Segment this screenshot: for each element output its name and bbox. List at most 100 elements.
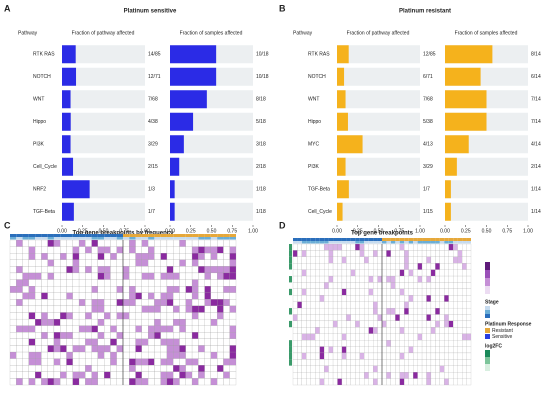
heatmap-cell	[66, 351, 73, 359]
heatmap-cell	[185, 345, 193, 353]
heatmap-cell	[185, 358, 193, 366]
heatmap-cell	[315, 340, 320, 347]
heatmap-cell	[430, 378, 436, 386]
heatmap-cell	[198, 259, 205, 267]
heatmap-cell	[341, 288, 347, 296]
heatmap-cell	[462, 263, 467, 270]
heatmap-cell	[315, 365, 320, 373]
heatmap-cell	[315, 378, 320, 386]
heatmap-cell	[310, 327, 316, 334]
heatmap-cell	[210, 338, 218, 346]
heatmap-cell	[413, 346, 418, 354]
heatmap-cell	[404, 320, 409, 328]
heatmap-cell	[444, 256, 449, 264]
heatmap-cell	[386, 269, 392, 277]
heatmap-cell	[135, 325, 142, 333]
heatmap-cell	[399, 301, 405, 309]
heatmap-cell	[448, 301, 454, 309]
heatmap-cell	[341, 282, 347, 289]
heatmap-cell	[91, 338, 98, 346]
heatmap-cell	[47, 305, 55, 313]
heatmap-cell	[223, 378, 230, 386]
heatmap-cell	[373, 352, 378, 360]
heatmap-cell	[110, 371, 117, 379]
heatmap-cell	[135, 351, 142, 359]
bar	[337, 90, 346, 109]
heatmap-cell	[337, 269, 343, 277]
heatmap-cell	[377, 263, 383, 270]
heatmap-cell	[229, 325, 237, 333]
heatmap-cell	[435, 307, 440, 315]
heatmap-cell	[359, 333, 365, 341]
category-label: WNT	[33, 97, 44, 103]
heatmap-cell	[457, 256, 463, 264]
heatmap-cell	[97, 358, 105, 366]
heatmap-cell	[377, 352, 383, 360]
heatmap-cell	[364, 320, 369, 328]
heatmap-cell	[9, 312, 17, 320]
heatmap-cell	[35, 338, 42, 346]
annotation-bar	[198, 237, 205, 240]
heatmap-cell	[417, 275, 423, 283]
heatmap-cell	[148, 365, 155, 372]
annotation-bar	[382, 241, 387, 244]
heatmap-cell	[324, 320, 329, 328]
annotation-bar	[368, 238, 374, 241]
heatmap-cell	[404, 301, 409, 309]
heatmap-cell	[78, 292, 86, 300]
heatmap-cell	[191, 371, 199, 379]
heatmap-cell	[217, 292, 224, 300]
heatmap-cell	[292, 263, 298, 270]
heatmap-cell	[53, 332, 61, 339]
heatmap-cell	[72, 239, 80, 247]
heatmap-cell	[306, 372, 311, 379]
heatmap-cell	[439, 243, 445, 251]
heatmap-cell	[41, 358, 48, 366]
heatmap-cell	[462, 333, 467, 341]
heatmap-cell	[129, 299, 136, 307]
heatmap-cell	[129, 246, 136, 254]
heatmap-cell	[110, 253, 117, 260]
annotation-bar	[16, 237, 23, 240]
heatmap-cell	[223, 351, 230, 359]
heatmap-cell	[97, 325, 105, 333]
heatmap-cell	[210, 371, 218, 379]
bar	[337, 135, 363, 154]
heatmap-cell	[386, 263, 392, 270]
heatmap-cell	[319, 346, 325, 354]
heatmap-cell	[444, 301, 449, 309]
heatmap-cell	[399, 320, 405, 328]
heatmap-cell	[204, 338, 211, 346]
heatmap-cell	[350, 320, 356, 328]
heatmap-cell	[310, 263, 316, 270]
heatmap-cell	[297, 288, 303, 296]
heatmap-cell	[417, 359, 423, 366]
heatmap-cell	[198, 299, 205, 307]
heatmap-cell	[399, 243, 405, 251]
side-annotation	[289, 295, 292, 302]
heatmap-cell	[154, 239, 161, 247]
heatmap-cell	[368, 295, 374, 302]
heatmap-cell	[129, 378, 136, 386]
heatmap-cell	[191, 338, 199, 346]
heatmap-cell	[310, 301, 316, 309]
heatmap-cell	[435, 352, 440, 360]
heatmap-cell	[413, 269, 418, 277]
side-annotation	[289, 340, 292, 347]
heatmap-cell	[444, 314, 449, 322]
heatmap-cell	[16, 358, 23, 366]
heatmap-cell	[122, 371, 130, 379]
heatmap-cell	[466, 275, 472, 283]
heatmap-cell	[337, 295, 343, 302]
heatmap-cell	[217, 299, 224, 307]
heatmap-cell	[421, 314, 427, 322]
heatmap-cell	[28, 332, 36, 339]
heatmap-cell	[457, 250, 463, 257]
heatmap-cell	[35, 266, 42, 274]
heatmap-cell	[297, 250, 303, 257]
heatmap-cell	[310, 372, 316, 379]
heatmap-cell	[332, 256, 338, 264]
heatmap-cell	[466, 301, 472, 309]
heatmap-cell	[439, 314, 445, 322]
heatmap-cell	[179, 286, 186, 293]
